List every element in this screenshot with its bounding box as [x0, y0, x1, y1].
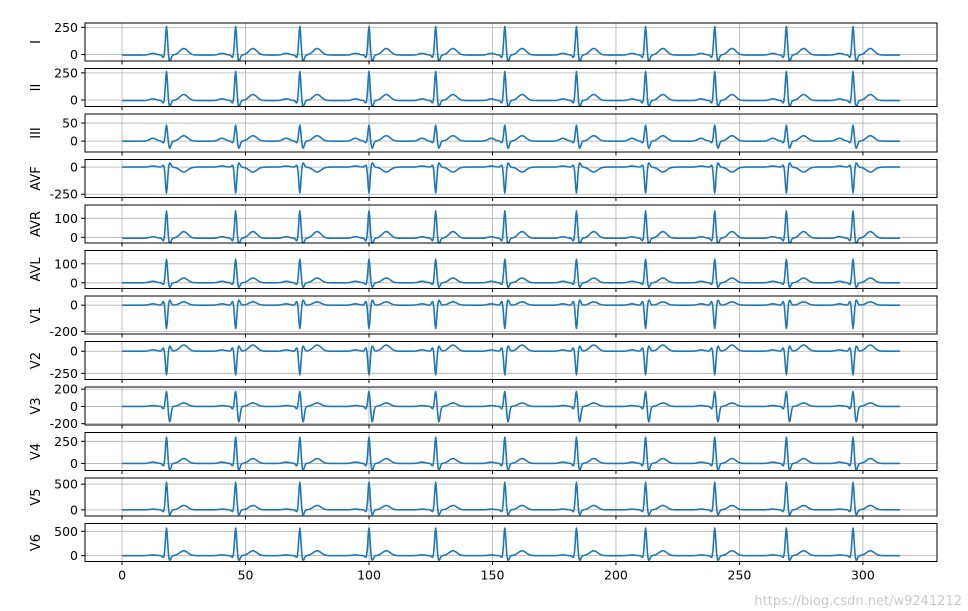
panel-frame [84, 432, 938, 471]
lead-label: AVR [29, 211, 44, 237]
y-tick-label: 250 [54, 65, 78, 80]
panel-frame [84, 250, 938, 289]
panel-v1: -200 0 V1 [29, 295, 938, 339]
watermark-text: https://blog.csdn.net/w9241212 [754, 594, 962, 609]
series-line-avf [121, 162, 901, 194]
panel-frame [84, 523, 938, 562]
lead-label: II [29, 84, 44, 92]
lead-label: V4 [29, 443, 44, 460]
y-tick-label: 500 [54, 477, 78, 492]
y-tick-label: 0 [70, 298, 78, 313]
panel-frame [84, 159, 938, 198]
y-tick-label: 0 [70, 134, 78, 149]
series-line-v2 [121, 344, 901, 376]
x-tick-label: 250 [728, 568, 752, 583]
panel-avf: -250 0 AVF [29, 159, 938, 202]
x-tick-label: 300 [851, 568, 875, 583]
series-line-iii [121, 124, 901, 149]
y-tick-label: 0 [70, 92, 78, 107]
lead-label: III [29, 127, 44, 139]
y-tick-label: -250 [50, 187, 78, 202]
y-tick-label: -200 [50, 416, 78, 431]
panel-v6: 0 500 V6 0 50 100 150 200 250 300 [29, 523, 938, 583]
panel-v4: 0 250 V4 [29, 432, 938, 474]
panel-avl: 0 100 AVL [29, 250, 938, 292]
lead-label: AVL [29, 257, 44, 282]
lead-label: I [29, 40, 44, 44]
y-tick-label: 0 [70, 399, 78, 414]
y-tick-label: 0 [70, 456, 78, 471]
lead-label: AVF [29, 166, 44, 190]
y-tick-label: 0 [70, 275, 78, 290]
y-tick-label: 0 [70, 160, 78, 175]
lead-label: V3 [29, 397, 44, 414]
x-tick-label: 50 [238, 568, 254, 583]
y-tick-label: 200 [54, 382, 78, 397]
y-tick-label: 250 [54, 20, 78, 35]
series-line-v1 [121, 299, 901, 330]
y-tick-label: 50 [62, 116, 78, 131]
lead-label: V2 [29, 352, 44, 369]
series-line-v5 [121, 481, 901, 516]
panel-frame [84, 204, 938, 244]
y-tick-label: 100 [54, 256, 78, 271]
panel-ii: 0 250 II [29, 65, 938, 110]
panel-frame [84, 341, 938, 380]
y-tick-label: -200 [50, 324, 78, 339]
lead-label: V5 [29, 488, 44, 505]
y-tick-label: 250 [54, 434, 78, 449]
panel-v5: 0 500 V5 [29, 477, 938, 520]
y-tick-label: 0 [70, 47, 78, 62]
x-tick-label: 200 [604, 568, 628, 583]
series-line-i [121, 25, 901, 61]
y-tick-label: -250 [50, 366, 78, 381]
panel-avr: 0 100 AVR [29, 204, 938, 247]
panel-frame [84, 477, 938, 517]
y-tick-label: 0 [70, 230, 78, 245]
panel-v2: -250 0 V2 [29, 341, 938, 383]
x-tick-label: 100 [357, 568, 381, 583]
lead-label: V1 [29, 306, 44, 323]
series-line-v3 [121, 390, 901, 423]
x-tick-label: 150 [481, 568, 505, 583]
y-tick-label: 100 [54, 211, 78, 226]
y-tick-label: 0 [70, 344, 78, 359]
panel-frame [84, 113, 938, 153]
series-line-ii [121, 70, 901, 107]
y-tick-label: 0 [70, 548, 78, 563]
panel-frame [84, 68, 938, 107]
series-line-v4 [121, 436, 901, 471]
series-line-avl [121, 258, 901, 289]
panel-frame [84, 295, 938, 335]
lead-label: V6 [29, 534, 44, 551]
series-line-avr [121, 210, 901, 243]
y-tick-label: 0 [70, 502, 78, 517]
y-tick-label: 500 [54, 524, 78, 539]
x-tick-label: 0 [118, 568, 126, 583]
panel-iii: 0 50 III [29, 113, 938, 156]
panel-i: 0 250 I [29, 20, 938, 65]
panel-v3: -200 0 200 V3 [29, 382, 938, 431]
panel-frame [84, 22, 938, 62]
series-line-v6 [121, 527, 901, 561]
